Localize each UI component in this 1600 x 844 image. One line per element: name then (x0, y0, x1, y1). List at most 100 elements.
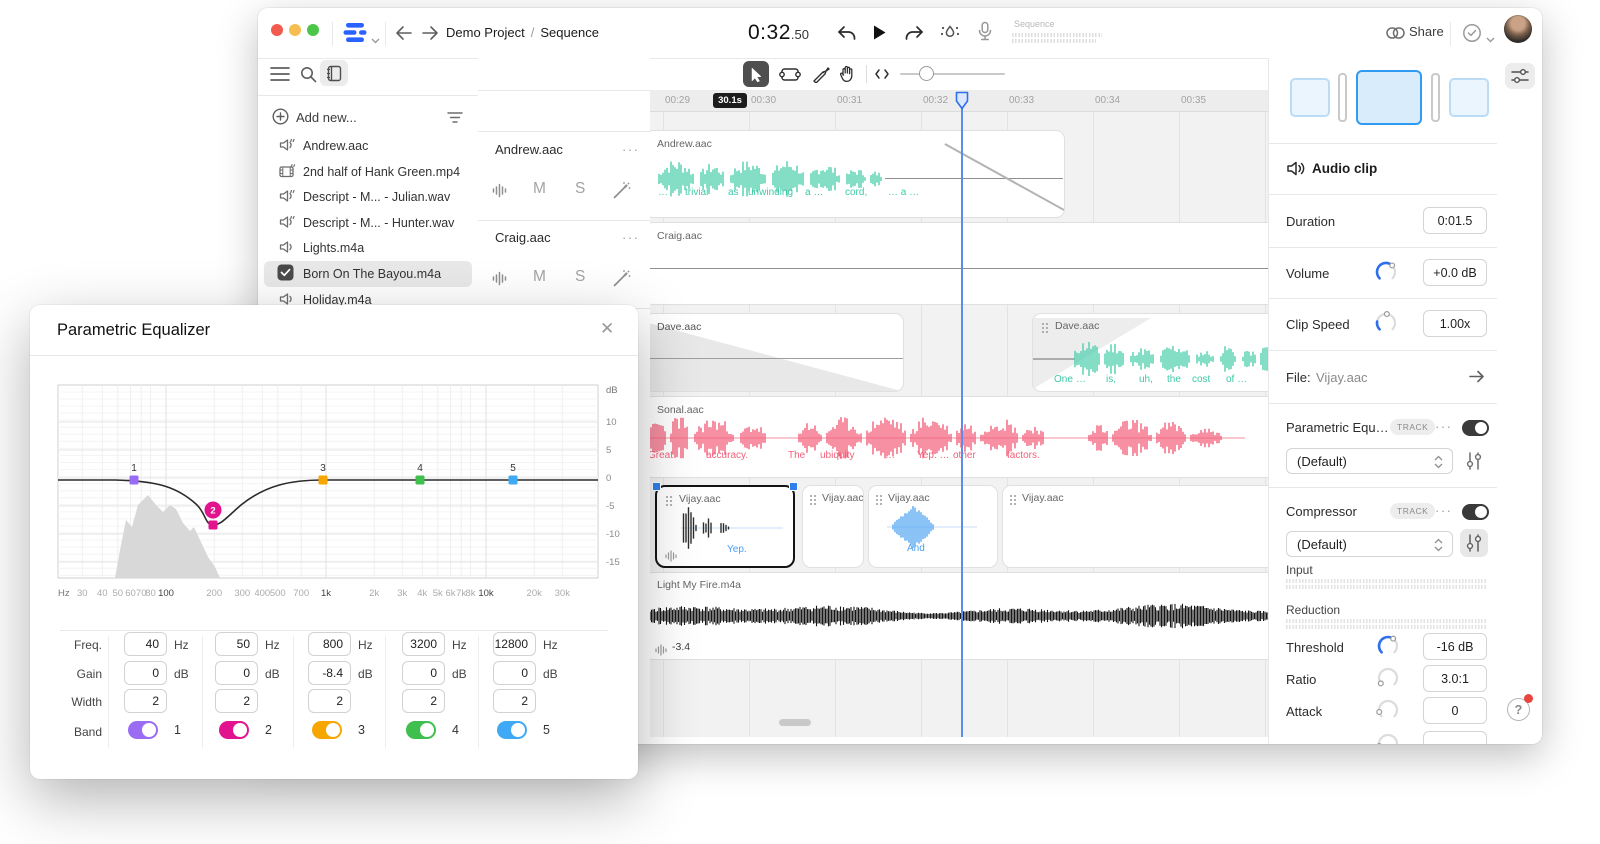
clip-levels-icon[interactable] (665, 549, 677, 567)
checked-checkbox-icon[interactable] (277, 264, 294, 286)
drag-handle-icon[interactable] (876, 495, 878, 497)
transcript-word[interactable]: of … (1226, 374, 1248, 385)
clip-dave-right[interactable]: Dave.aac One… is, uh, the cost of … (1032, 313, 1268, 392)
eq-settings-sliders-icon[interactable] (1464, 450, 1484, 472)
transcript-word[interactable]: Great (650, 450, 674, 461)
search-icon[interactable] (300, 66, 317, 88)
attack-input[interactable]: 0 (1423, 697, 1487, 724)
eq-gain-input[interactable]: 0 (402, 661, 445, 685)
sync-status-icon[interactable] (1462, 23, 1482, 48)
neighbor-clip-shape[interactable] (1290, 78, 1330, 117)
back-button[interactable] (394, 25, 413, 46)
skip-back-button[interactable] (836, 25, 858, 48)
zoom-slider-track[interactable] (900, 73, 1005, 75)
mute-button[interactable]: M (533, 180, 546, 197)
solo-button[interactable]: S (575, 268, 586, 285)
microphone-icon[interactable] (977, 21, 993, 48)
eq-effect-toggle[interactable] (1462, 420, 1489, 436)
eq-width-input[interactable]: 2 (402, 689, 445, 713)
clip-vijay-3[interactable]: Vijay.aac And (868, 485, 998, 568)
notes-panel-button[interactable] (320, 60, 348, 86)
razor-tool-button[interactable] (808, 61, 834, 87)
clip-sonal[interactable]: Sonal.aac Great accuracy. The ubiquity … Yep.… (650, 396, 1268, 478)
compressor-effect-toggle[interactable] (1462, 504, 1489, 520)
eq-band-toggle[interactable] (312, 721, 342, 739)
effect-more-button[interactable]: ··· (1435, 503, 1453, 518)
eq-width-input[interactable]: 2 (124, 689, 167, 713)
share-button[interactable]: Share (1409, 24, 1444, 39)
transcript-word[interactable]: The (788, 450, 806, 461)
horizontal-scrollbar[interactable] (779, 719, 811, 726)
transcript-word[interactable]: unwinding (748, 187, 794, 198)
transcript-word[interactable]: … (885, 450, 895, 461)
chevron-down-icon[interactable] (1486, 30, 1495, 48)
clip-dave-left[interactable]: Dave.aac (650, 313, 904, 392)
selected-clip-shape[interactable] (1356, 70, 1422, 125)
drag-handle-icon[interactable] (1042, 323, 1044, 325)
transcript-word[interactable]: … a … (888, 187, 920, 198)
mute-button[interactable]: M (533, 268, 546, 285)
neighbor-clip-shape[interactable] (1449, 78, 1489, 117)
traffic-close-button[interactable] (271, 24, 283, 36)
release-input[interactable] (1423, 731, 1487, 744)
eq-width-input[interactable]: 2 (215, 689, 258, 713)
transcript-word[interactable]: … (658, 187, 668, 198)
eq-width-input[interactable]: 2 (493, 689, 536, 713)
help-button[interactable]: ? (1507, 698, 1530, 721)
eq-gain-input[interactable]: 0 (124, 661, 167, 685)
close-icon[interactable]: ✕ (600, 319, 615, 338)
eq-freq-input[interactable]: 40 (124, 632, 167, 656)
track-more-button[interactable]: ··· (622, 142, 640, 157)
traffic-minimize-button[interactable] (289, 24, 301, 36)
effect-more-button[interactable]: ··· (1435, 419, 1453, 434)
drag-handle-icon[interactable] (1010, 495, 1012, 497)
transcript-word[interactable]: Yep. … (917, 450, 950, 461)
clip-resize-handle[interactable] (789, 482, 798, 491)
detect-filler-words-icon[interactable] (940, 24, 960, 47)
zoom-slider-knob[interactable] (919, 66, 934, 81)
transcript-word[interactable]: … (1076, 374, 1086, 385)
track-levels-icon[interactable] (492, 271, 507, 291)
file-list-item[interactable]: Lights.m4a (258, 237, 478, 262)
compressor-preset-dropdown[interactable]: (Default) (1286, 531, 1453, 557)
transcript-word[interactable]: as (728, 187, 739, 198)
eq-freq-input[interactable]: 50 (215, 632, 258, 656)
eq-band-toggle[interactable] (128, 721, 158, 739)
threshold-knob[interactable] (1376, 634, 1400, 663)
eq-freq-input[interactable]: 800 (308, 632, 351, 656)
compressor-settings-sliders-icon[interactable] (1460, 529, 1488, 557)
transcript-word[interactable]: One (1054, 374, 1073, 385)
eq-band-toggle[interactable] (497, 721, 527, 739)
fit-to-width-button[interactable] (869, 61, 895, 87)
ratio-input[interactable]: 3.0:1 (1423, 665, 1487, 692)
clip-vijay-4[interactable]: Vijay.aac (1002, 485, 1268, 568)
go-to-file-arrow-icon[interactable] (1468, 369, 1485, 389)
skip-forward-button[interactable] (903, 25, 925, 48)
breadcrumb-project[interactable]: Demo Project (446, 25, 525, 40)
eq-gain-input[interactable]: 0 (493, 661, 536, 685)
duration-input[interactable]: 0:01.5 (1423, 207, 1487, 234)
drag-handle-icon[interactable] (666, 496, 668, 498)
file-list-item[interactable]: Descript - M... - Hunter.wav (258, 212, 478, 237)
clip-vijay-selected[interactable]: Vijay.aac Yep. (652, 482, 798, 568)
magic-wand-icon[interactable] (612, 269, 631, 293)
app-logo-icon[interactable] (343, 22, 367, 49)
eq-preset-dropdown[interactable]: (Default) (1286, 448, 1453, 474)
transcript-word[interactable]: Yep. (727, 544, 747, 555)
clip-andrew[interactable]: Andrew.aac … trivial as unwinding a … cord, … … (650, 130, 1065, 218)
attack-knob[interactable] (1376, 698, 1400, 727)
eq-width-input[interactable]: 2 (308, 689, 351, 713)
avatar[interactable] (1504, 15, 1532, 43)
file-list-item[interactable]: Descript - M... - Julian.wav (258, 186, 478, 211)
playhead-marker[interactable] (955, 91, 969, 115)
filter-icon[interactable] (447, 111, 463, 129)
hand-tool-button[interactable] (834, 61, 860, 87)
play-button[interactable] (872, 24, 887, 46)
ratio-knob[interactable] (1376, 666, 1400, 695)
share-link-icon[interactable] (1386, 26, 1405, 44)
transcript-word[interactable]: factors. (1007, 450, 1040, 461)
gap-shape[interactable] (1338, 73, 1347, 122)
file-list-item[interactable]: 2nd half of Hank Green.mp4 (258, 161, 478, 186)
release-knob[interactable] (1376, 732, 1400, 744)
add-new-button[interactable]: Add new... (296, 110, 357, 125)
